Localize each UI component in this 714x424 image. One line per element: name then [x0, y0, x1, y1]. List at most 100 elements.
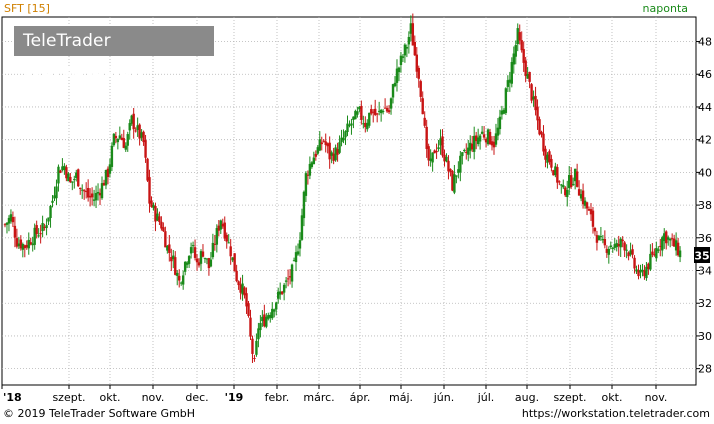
candle	[393, 76, 397, 88]
candle	[544, 145, 547, 168]
candle-body	[471, 143, 474, 150]
candle-body	[47, 217, 50, 222]
candle	[110, 142, 114, 172]
candle	[362, 115, 365, 129]
last-price-marker: 35	[694, 247, 710, 263]
candle	[211, 233, 215, 260]
candle	[354, 109, 357, 120]
candle	[629, 242, 632, 257]
candle	[130, 114, 133, 126]
candle-body	[478, 135, 482, 142]
candle-body	[635, 269, 638, 272]
candle	[383, 98, 387, 109]
candle-body	[552, 170, 555, 176]
candle	[94, 185, 98, 208]
candle-body	[546, 154, 549, 163]
candle-body	[550, 158, 553, 168]
candle-body	[480, 131, 484, 134]
candle-body	[124, 145, 127, 150]
candle	[494, 123, 498, 148]
candle	[645, 262, 648, 281]
candle	[98, 188, 102, 206]
x-tick-label: jún.	[433, 391, 455, 404]
candle	[308, 156, 312, 180]
x-tick-label: '18	[3, 391, 22, 404]
candle	[573, 168, 577, 190]
candle-body	[233, 253, 236, 272]
candle-body	[77, 169, 80, 187]
candle	[300, 208, 304, 241]
candle-body	[583, 200, 587, 206]
candle-body	[522, 49, 525, 63]
candle-body	[437, 147, 440, 150]
x-tick-label: szept.	[553, 391, 586, 404]
candle-body	[615, 243, 618, 248]
last-price-box	[694, 247, 710, 263]
candle	[526, 66, 529, 79]
candle	[302, 190, 306, 227]
candle-body	[476, 137, 480, 145]
candle-body	[51, 200, 54, 203]
candle-body	[500, 110, 504, 115]
candle	[116, 138, 120, 150]
candle	[670, 233, 674, 247]
candle-body	[524, 60, 527, 77]
candle	[360, 100, 363, 125]
candle	[286, 269, 290, 287]
candle	[114, 131, 118, 144]
candle-body	[593, 228, 597, 232]
candle	[174, 251, 177, 276]
candle	[619, 237, 622, 257]
candle-body	[391, 84, 395, 98]
candle	[514, 40, 517, 65]
candle	[82, 189, 86, 200]
candle-body	[651, 251, 654, 255]
candle	[15, 228, 19, 249]
candle	[45, 218, 48, 236]
candle	[77, 168, 80, 187]
candle	[637, 264, 640, 280]
candle-body	[267, 315, 270, 319]
candle-body	[668, 238, 672, 241]
candle-body	[174, 257, 177, 275]
candle-body	[134, 130, 137, 132]
logo-product: WorkStation	[23, 61, 144, 81]
candle-body	[670, 238, 674, 240]
candle-body	[358, 106, 361, 110]
candle	[203, 257, 207, 263]
candle	[185, 261, 189, 269]
candle	[144, 134, 147, 163]
candle-body	[223, 222, 226, 239]
y-tick-label: 48	[698, 36, 712, 49]
candle	[465, 143, 468, 160]
candle-body	[346, 123, 349, 132]
candle	[482, 126, 486, 141]
candle	[316, 145, 319, 156]
candle-body	[510, 61, 514, 84]
candle-body	[433, 150, 436, 154]
candle-body	[71, 181, 74, 183]
candle	[37, 228, 40, 238]
candle	[344, 130, 347, 145]
candle-body	[441, 136, 444, 156]
candle-body	[599, 236, 603, 238]
candle-body	[447, 160, 450, 172]
candle	[389, 97, 393, 115]
candle-body	[229, 246, 232, 257]
candle-body	[243, 287, 246, 296]
candle	[320, 136, 323, 151]
candle-body	[558, 181, 561, 183]
candle-body	[401, 56, 405, 58]
candle	[104, 169, 108, 190]
candle	[328, 136, 331, 169]
candle	[172, 249, 175, 269]
website-link[interactable]: https://workstation.teletrader.com	[521, 407, 710, 420]
candle-body	[678, 250, 682, 258]
candle	[372, 109, 375, 123]
candle-body	[92, 199, 96, 201]
candle	[663, 228, 666, 249]
candle-body	[300, 215, 304, 240]
candle	[613, 238, 616, 251]
candle-body	[605, 248, 609, 253]
candle-body	[314, 153, 318, 157]
